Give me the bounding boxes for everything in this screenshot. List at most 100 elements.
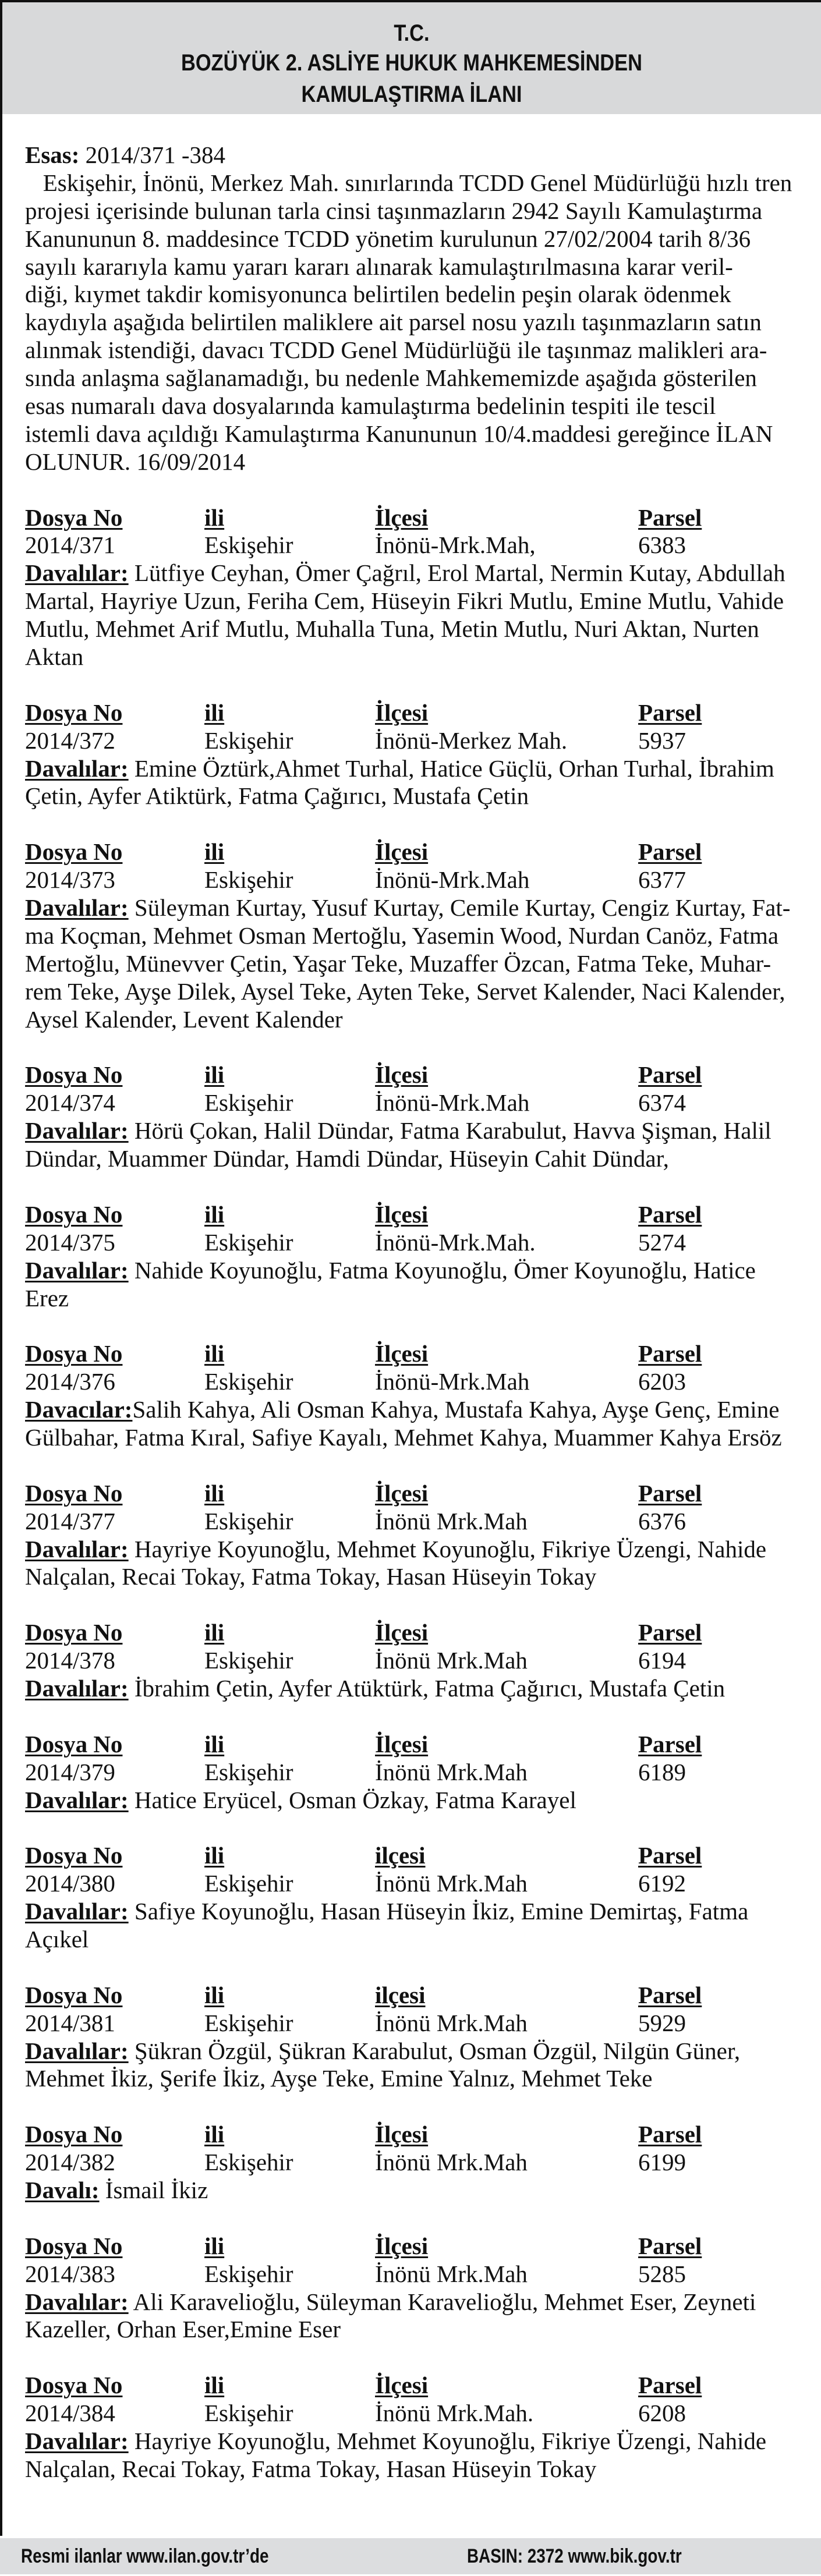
spacer	[25, 1591, 817, 1619]
header-ilce: İlçesi	[375, 2372, 429, 2399]
paragraph-line: diği, kıymet takdir komisyonunca belirti…	[25, 281, 817, 309]
header-ilce: İlçesi	[375, 1619, 429, 1646]
value-dosya-no: 2014/380	[25, 1870, 115, 1897]
value-il: Eskişehir	[204, 866, 293, 894]
party-line: Nalçalan, Recai Tokay, Fatma Tokay, Hasa…	[25, 1563, 817, 1591]
party-text-wrap: Mehmet İkiz, Şerife İkiz, Ayşe Teke, Emi…	[25, 2065, 653, 2093]
party-text-wrap: Nalçalan, Recai Tokay, Fatma Tokay, Hasa…	[25, 2455, 596, 2483]
party-text-wrap: Kazeller, Orhan Eser,Emine Eser	[25, 2316, 341, 2344]
party-text-wrap: Davalılar: Hatice Eryücel, Osman Özkay, …	[25, 1787, 576, 1815]
paragraph-line: OLUNUR. 16/09/2014	[25, 448, 817, 476]
header-il: ili	[204, 1200, 225, 1228]
header-ilce: İlçesi	[375, 1061, 429, 1089]
party-names: Emine Öztürk,Ahmet Turhal, Hatice Güçlü,…	[128, 754, 774, 782]
case-header-row: Dosya No ili İlçesi Parsel	[25, 1731, 817, 1759]
party-line: Davalılar: Ali Karavelioğlu, Süleyman Ka…	[25, 2288, 817, 2316]
value-ilce: İnönü Mrk.Mah	[375, 1758, 528, 1785]
party-text-wrap: Davalılar: Nahide Koyunoğlu, Fatma Koyun…	[25, 1257, 756, 1285]
case-block: Dosya No ili İlçesi Parsel 2014/376 Eskişehir…	[25, 1340, 817, 1452]
party-names: Ali Karavelioğlu, Süleyman Karavelioğlu,…	[128, 2288, 756, 2315]
paragraph-line: esas numaralı dava dosyalarında kamulaşt…	[25, 392, 817, 420]
party-names: İbrahim Çetin, Ayfer Atüktürk, Fatma Çağ…	[128, 1674, 726, 1702]
header-parsel: Parsel	[638, 1340, 702, 1367]
header-ilce: ilçesi	[375, 1842, 426, 1869]
value-parsel: 6199	[638, 2149, 686, 2176]
header-parsel: Parsel	[638, 838, 702, 866]
value-il: Eskişehir	[204, 1758, 293, 1785]
value-ilce: İnönü-Mrk.Mah	[375, 1368, 530, 1395]
case-header-row: Dosya No ili ilçesi Parsel	[25, 1842, 817, 1870]
header-il: ili	[204, 1981, 225, 2008]
header-parsel: Parsel	[638, 2372, 702, 2399]
header-il: ili	[204, 2232, 225, 2259]
party-line: Davalılar: Hörü Çokan, Halil Dündar, Fat…	[25, 1117, 817, 1145]
party-text-wrap: Çetin, Ayfer Atiktürk, Fatma Çağırıcı, M…	[25, 782, 529, 810]
spacer	[25, 1954, 817, 1982]
header-il: ili	[204, 699, 225, 726]
value-il: Eskişehir	[204, 1647, 293, 1674]
party-text-wrap: Davalı: İsmail İkiz	[25, 2177, 208, 2205]
header-il: ili	[204, 1340, 225, 1367]
footer-basin-bik[interactable]: BASIN: 2372 www.bik.gov.tr	[467, 2545, 682, 2567]
header-dosya-no: Dosya No	[25, 2232, 123, 2259]
value-ilce: İnönü Mrk.Mah	[375, 1507, 528, 1535]
party-text-wrap: Martal, Hayriye Uzun, Feriha Cem, Hüseyi…	[25, 587, 784, 615]
value-parsel: 6194	[638, 1647, 686, 1674]
party-names: rem Teke, Ayşe Dilek, Aysel Teke, Ayten …	[25, 977, 785, 1005]
case-header-row: Dosya No ili İlçesi Parsel	[25, 1619, 817, 1647]
party-label: Davalılar:	[25, 1535, 129, 1562]
case-value-row: 2014/372 Eskişehir İnönü-Merkez Mah. 5937	[25, 727, 817, 755]
value-ilce: İnönü Mrk.Mah	[375, 2260, 528, 2287]
party-line: Davalılar: İbrahim Çetin, Ayfer Atüktürk…	[25, 1675, 817, 1703]
party-text-wrap: Davalılar: Hayriye Koyunoğlu, Mehmet Koy…	[25, 1536, 766, 1564]
header-dosya-no: Dosya No	[25, 1061, 123, 1089]
header-parsel: Parsel	[638, 1061, 702, 1089]
party-label: Davalı:	[25, 2177, 100, 2204]
party-label: Davalılar:	[25, 559, 129, 587]
value-parsel: 5274	[638, 1228, 686, 1256]
paragraph-text: diği, kıymet takdir komisyonunca belirti…	[25, 281, 731, 308]
header-dosya-no: Dosya No	[25, 1479, 123, 1507]
esas-line: Esas: 2014/371 -384	[25, 141, 817, 169]
header-ilce: İlçesi	[375, 1200, 429, 1228]
party-text-wrap: Aktan	[25, 643, 83, 671]
case-block: Dosya No ili İlçesi Parsel 2014/377 Eskişehir…	[25, 1480, 817, 1592]
case-block: Dosya No ili ilçesi Parsel 2014/380 Eskişehir…	[25, 1842, 817, 1954]
footer-ilan-link[interactable]: Resmi ilanlar www.ilan.gov.tr’de	[21, 2545, 269, 2567]
case-value-row: 2014/380 Eskişehir İnönü Mrk.Mah 6192	[25, 1870, 817, 1898]
spacer	[25, 1312, 817, 1340]
party-names: ma Koçman, Mehmet Osman Mertoğlu, Yasemi…	[25, 922, 779, 949]
value-ilce: İnönü-Mrk.Mah	[375, 1089, 530, 1117]
paragraph-text: Kanununun 8. maddesince TCDD yönetim kur…	[25, 225, 751, 252]
case-block: Dosya No ili İlçesi Parsel 2014/374 Eskişehir…	[25, 1061, 817, 1173]
value-dosya-no: 2014/374	[25, 1089, 115, 1117]
spacer	[25, 1814, 817, 1842]
value-ilce: İnönü-Merkez Mah.	[375, 727, 568, 754]
case-value-row: 2014/384 Eskişehir İnönü Mrk.Mah. 6208	[25, 2400, 817, 2428]
header-il: ili	[204, 504, 225, 531]
party-names: Martal, Hayriye Uzun, Feriha Cem, Hüseyi…	[25, 587, 784, 615]
party-label: Davalılar:	[25, 2037, 129, 2064]
header-il: ili	[204, 1061, 225, 1089]
party-text-wrap: ma Koçman, Mehmet Osman Mertoğlu, Yasemi…	[25, 922, 778, 950]
header-ilce: İlçesi	[375, 1340, 429, 1367]
case-value-row: 2014/379 Eskişehir İnönü Mrk.Mah 6189	[25, 1759, 817, 1787]
party-names: İsmail İkiz	[99, 2177, 208, 2204]
value-il: Eskişehir	[204, 2149, 293, 2176]
paragraph-text: sayılı kararıyla kamu yararı kararı alın…	[25, 253, 733, 280]
value-dosya-no: 2014/376	[25, 1368, 115, 1395]
party-label: Davalılar:	[25, 1674, 129, 1702]
party-line: Davacılar:Salih Kahya, Ali Osman Kahya, …	[25, 1396, 817, 1424]
header-il: ili	[204, 1619, 225, 1646]
case-value-row: 2014/381 Eskişehir İnönü Mrk.Mah 5929	[25, 2010, 817, 2038]
party-text-wrap: Davalılar: Hörü Çokan, Halil Dündar, Fat…	[25, 1117, 772, 1145]
party-names: Hayriye Koyunoğlu, Mehmet Koyunoğlu, Fik…	[128, 2428, 767, 2455]
value-dosya-no: 2014/377	[25, 1507, 115, 1535]
value-parsel: 6208	[638, 2400, 686, 2427]
party-names: Açıkel	[25, 1926, 89, 1953]
value-parsel: 6377	[638, 866, 686, 894]
party-line: Davalılar: Emine Öztürk,Ahmet Turhal, Ha…	[25, 755, 817, 783]
party-label: Davalılar:	[25, 2288, 129, 2315]
value-parsel: 6374	[638, 1089, 686, 1117]
spacer	[25, 810, 817, 838]
